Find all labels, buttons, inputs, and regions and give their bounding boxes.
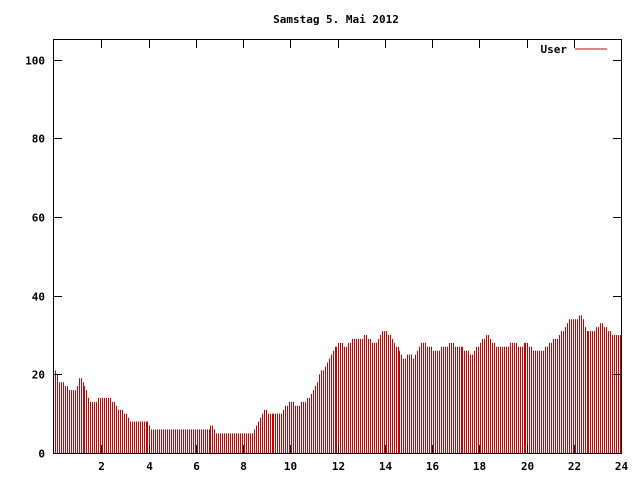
bars-group bbox=[55, 315, 621, 453]
x-tick-label: 24 bbox=[615, 460, 629, 473]
x-tick-label: 12 bbox=[332, 460, 345, 473]
x-tick-label: 2 bbox=[98, 460, 105, 473]
x-tick-label: 6 bbox=[193, 460, 200, 473]
x-tick-label: 4 bbox=[146, 460, 153, 473]
x-tick-label: 14 bbox=[379, 460, 393, 473]
y-tick-label: 80 bbox=[32, 133, 45, 146]
x-tick-label: 22 bbox=[568, 460, 581, 473]
x-tick-label: 8 bbox=[240, 460, 247, 473]
x-tick-label: 20 bbox=[521, 460, 534, 473]
legend-label: User bbox=[541, 43, 568, 56]
y-tick-label: 40 bbox=[32, 291, 45, 304]
x-tick-label: 18 bbox=[473, 460, 486, 473]
legend: User bbox=[541, 43, 607, 56]
y-tick-label: 100 bbox=[25, 55, 45, 68]
plot-frame bbox=[53, 39, 622, 454]
y-tick-label: 20 bbox=[32, 369, 45, 382]
x-tick-label: 16 bbox=[426, 460, 440, 473]
y-tick-label: 0 bbox=[38, 448, 45, 461]
chart-title: Samstag 5. Mai 2012 bbox=[273, 13, 399, 26]
y-tick-label: 60 bbox=[32, 212, 45, 225]
x-tick-label: 10 bbox=[284, 460, 297, 473]
